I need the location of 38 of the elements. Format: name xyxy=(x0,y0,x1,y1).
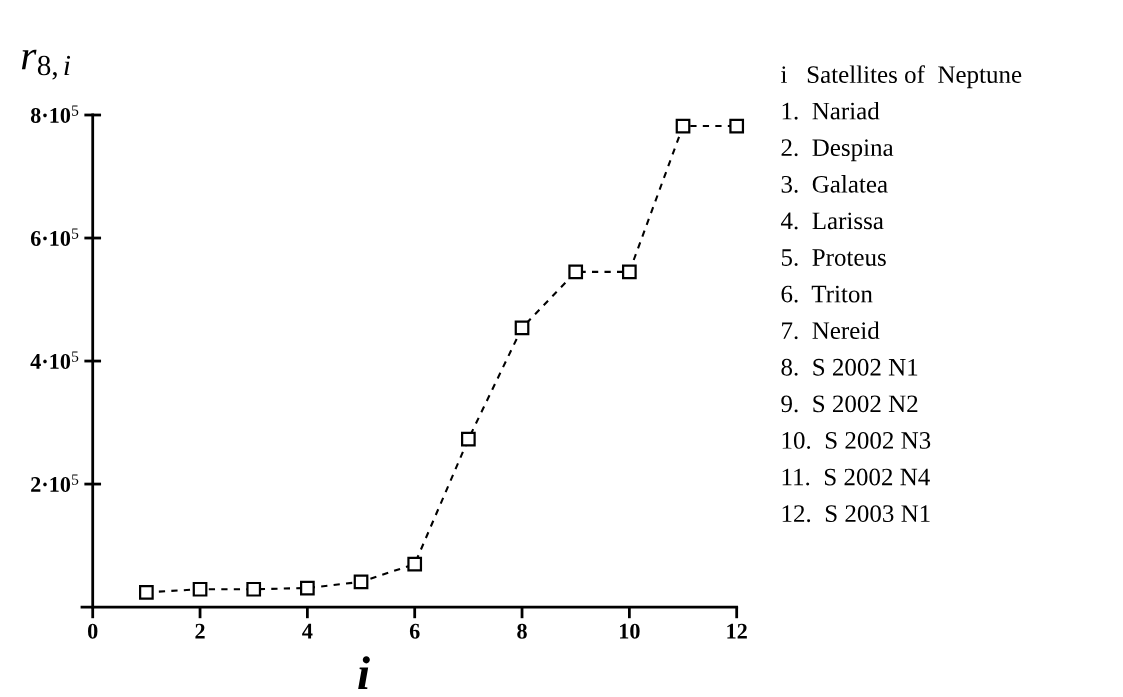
x-tick-label: 6 xyxy=(409,623,420,639)
text: 3. Galatea xyxy=(781,175,888,193)
y-tick-label: 8·10$^{5}$ xyxy=(30,105,79,123)
x-tick-label: 0 xyxy=(88,623,98,639)
point xyxy=(729,118,745,134)
text: i Satellites of Neptune xyxy=(781,65,1022,89)
y-tick-label: 6·10$^{5}$ xyxy=(30,228,79,246)
x-tick-label: 12 xyxy=(727,623,747,639)
text: 9. S 2002 N2 xyxy=(781,395,918,413)
x-tick-label: 8 xyxy=(517,623,527,639)
y-tick-label: 2·10$^{5}$ xyxy=(31,474,79,492)
y-tick-label: 4·10$^{5}$ xyxy=(30,351,79,369)
x-tick-label: 2 xyxy=(195,623,205,639)
point xyxy=(407,556,423,572)
text: 5. Proteus xyxy=(781,249,886,266)
x-axis-title: i xyxy=(358,656,370,690)
text: 6. Triton xyxy=(781,285,873,303)
text: 10. S 2002 N3 xyxy=(782,431,931,449)
text: 11. S 2002 N4 xyxy=(782,468,930,486)
x-tick-label: 4 xyxy=(302,623,313,639)
text: 1. Nariad xyxy=(782,101,880,120)
point xyxy=(353,574,369,590)
text: 7. Nereid xyxy=(782,321,880,340)
point xyxy=(675,118,691,134)
text: 8. S 2002 N1 xyxy=(781,358,918,376)
point xyxy=(139,584,154,600)
text: 12. S 2003 N1 xyxy=(782,505,930,523)
point xyxy=(568,264,584,280)
point xyxy=(461,431,476,447)
point xyxy=(246,581,262,597)
y-axis-title: r$_{8,i}$ xyxy=(21,49,71,80)
point xyxy=(514,320,530,336)
point xyxy=(300,580,315,596)
text: 2. Despina xyxy=(781,139,894,162)
point xyxy=(192,581,208,597)
text: 4. Larissa xyxy=(780,212,884,230)
x-tick-label: 10 xyxy=(620,623,640,639)
point xyxy=(622,264,637,280)
